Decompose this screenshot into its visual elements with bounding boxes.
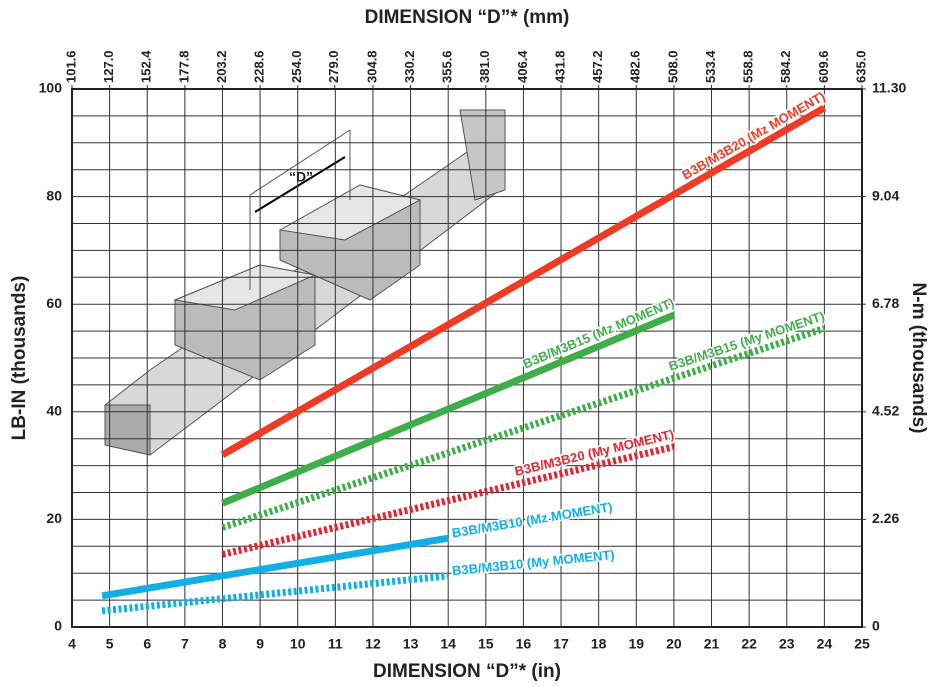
x-tick-label: 17 xyxy=(553,636,569,652)
series-label: B3B/M3B15 (My MOMENT) xyxy=(667,308,827,374)
y2-tick-label: 6.78 xyxy=(872,295,899,311)
plot-frame xyxy=(71,88,863,628)
y2-tick-label: 9.04 xyxy=(872,187,899,203)
x2-tick-label: 533.4 xyxy=(703,50,718,83)
series-line xyxy=(221,311,676,507)
y-tick-label: 60 xyxy=(46,295,62,311)
x-tick-label: 18 xyxy=(591,636,607,652)
x-tick-label: 4 xyxy=(68,636,76,652)
x-tick-label: 24 xyxy=(817,636,833,652)
x2-tick-label: 254.0 xyxy=(289,50,304,83)
x-tick-label: 23 xyxy=(779,636,795,652)
x2-tick-label: 127.0 xyxy=(101,50,116,83)
x2-tick-label: 355.6 xyxy=(440,50,455,83)
x-tick-label: 22 xyxy=(741,636,757,652)
x2-tick-label: 203.2 xyxy=(214,50,229,83)
y2-tick-label: 11.30 xyxy=(872,80,906,96)
y2-tick-label: 4.52 xyxy=(872,403,899,419)
series-line xyxy=(220,104,827,458)
x2-tick-label: 457.2 xyxy=(590,50,605,83)
x-tick-label: 12 xyxy=(365,636,381,652)
x-tick-label: 19 xyxy=(628,636,644,652)
x2-tick-label: 304.8 xyxy=(364,50,379,83)
x2-tick-label: 406.4 xyxy=(515,50,530,83)
y-tick-label: 0 xyxy=(54,618,62,634)
y2-axis-title: N-m (thousands) xyxy=(908,283,929,434)
y2-tick-label: 0 xyxy=(872,618,880,634)
x-tick-label: 25 xyxy=(854,636,870,652)
x-tick-label: 13 xyxy=(403,636,419,652)
x-tick-label: 10 xyxy=(290,636,306,652)
x-tick-label: 15 xyxy=(478,636,494,652)
illustration xyxy=(104,109,506,456)
series-label: B3B/M3B20 (Mz MOMENT) xyxy=(679,88,827,182)
series-line xyxy=(221,443,675,558)
x2-tick-label: 381.0 xyxy=(477,50,492,83)
x-tick-label: 14 xyxy=(440,636,456,652)
y-tick-label: 40 xyxy=(46,403,62,419)
series-line xyxy=(101,572,449,615)
x-tick-label: 21 xyxy=(704,636,720,652)
x2-tick-label: 431.8 xyxy=(552,50,567,83)
x2-tick-label: 152.4 xyxy=(139,50,154,83)
series-line xyxy=(101,534,449,600)
x2-tick-label: 279.0 xyxy=(326,50,341,83)
x-tick-label: 20 xyxy=(666,636,682,652)
y-tick-label: 100 xyxy=(39,80,63,96)
x2-tick-label: 101.6 xyxy=(63,50,78,83)
x2-tick-label: 584.2 xyxy=(778,50,793,83)
x-tick-label: 11 xyxy=(328,636,343,652)
x-tick-label: 16 xyxy=(516,636,532,652)
x-axis-title: DIMENSION “D”* (in) xyxy=(373,661,561,682)
y2-tick-label: 2.26 xyxy=(872,510,899,526)
y-tick-label: 20 xyxy=(46,510,62,526)
x2-tick-label: 609.6 xyxy=(816,50,831,83)
x2-tick-label: 635.0 xyxy=(853,50,868,83)
x2-tick-label: 558.8 xyxy=(741,50,756,83)
x-tick-label: 5 xyxy=(106,636,114,652)
x2-tick-label: 177.8 xyxy=(176,50,191,83)
x2-tick-label: 482.6 xyxy=(628,50,643,83)
y-tick-label: 80 xyxy=(46,187,62,203)
x2-tick-label: 228.6 xyxy=(252,50,267,83)
x-tick-label: 6 xyxy=(143,636,151,652)
top-axis-title: DIMENSION “D”* (mm) xyxy=(365,7,570,28)
x2-tick-label: 508.0 xyxy=(665,50,680,83)
x-tick-label: 8 xyxy=(219,636,227,652)
x-tick-label: 9 xyxy=(256,636,264,652)
x-tick-label: 7 xyxy=(181,636,189,652)
illustration-label: “D” xyxy=(289,169,313,185)
series-line xyxy=(221,325,826,531)
x2-tick-label: 330.2 xyxy=(402,50,417,83)
y-axis-title: LB-IN (thousands) xyxy=(9,276,30,441)
